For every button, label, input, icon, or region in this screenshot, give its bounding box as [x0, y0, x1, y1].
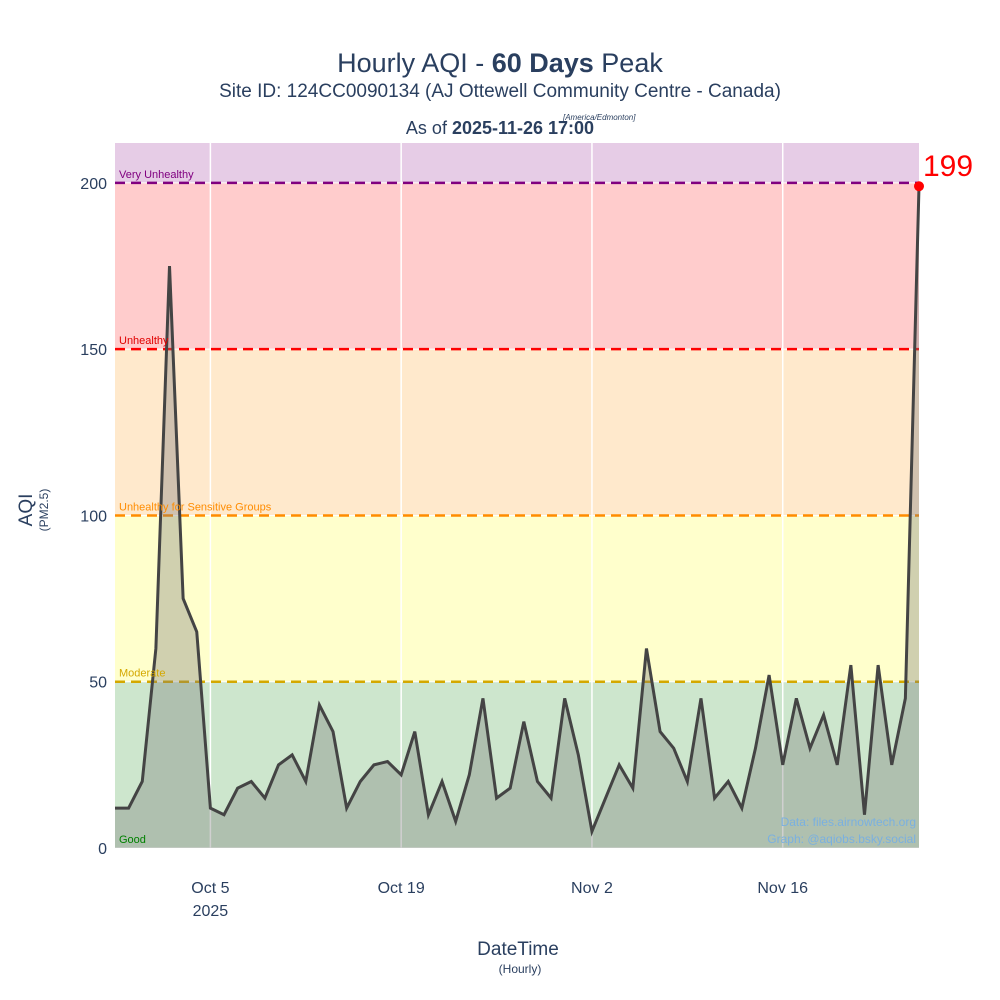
subtitle: Site ID: 124CC0090134 (AJ Ottewell Commu…	[219, 81, 781, 102]
aqi-band	[115, 349, 919, 516]
as-of: As of 2025-11-26 17:00	[406, 118, 594, 138]
band-label: Moderate	[119, 668, 165, 680]
band-label: Unhealthy for Sensitive Groups	[119, 501, 272, 513]
as-of-part: 2025-11-26 17:00	[452, 118, 594, 138]
band-label: Good	[119, 834, 146, 846]
as-of-part: As of	[406, 118, 452, 138]
peak-marker	[914, 181, 924, 192]
area	[115, 186, 919, 848]
band-label: Very Unhealthy	[119, 169, 194, 181]
x-year-label: 2025	[193, 903, 229, 920]
y-tick-label: 100	[80, 508, 107, 525]
y-axis-subtitle: (PM2.5)	[37, 489, 51, 532]
x-tick-label: Oct 5	[191, 880, 229, 897]
x-axis-title: DateTime	[477, 939, 559, 960]
chart-title: Hourly AQI - 60 Days Peak	[337, 48, 663, 78]
x-axis-subtitle: (Hourly)	[499, 962, 542, 976]
x-tick-label: Nov 2	[571, 880, 613, 897]
peak-label: 199	[923, 150, 973, 183]
x-tick-label: Oct 19	[378, 880, 425, 897]
timezone: [America/Edmonton]	[562, 113, 636, 122]
y-tick-label: 200	[80, 176, 107, 193]
x-tick-label: Nov 16	[757, 880, 808, 897]
plot	[115, 143, 924, 849]
aqi-band	[115, 143, 919, 183]
credit: Data: files.airnowtech.org	[781, 815, 916, 829]
title-part: Peak	[594, 48, 664, 78]
y-tick-label: 50	[89, 675, 107, 692]
y-tick-label: 150	[80, 342, 107, 359]
y-tick-label: 0	[98, 841, 107, 858]
aqi-band	[115, 515, 919, 682]
band-label: Unhealthy	[119, 335, 169, 347]
aqi-band	[115, 182, 919, 350]
aqi-band	[115, 681, 919, 848]
y-axis-title: AQI	[16, 494, 37, 527]
title-part: 60 Days	[492, 48, 594, 78]
title-part: Hourly AQI -	[337, 48, 492, 78]
line	[115, 186, 921, 837]
credit: Graph: @aqiobs.bsky.social	[767, 832, 916, 846]
